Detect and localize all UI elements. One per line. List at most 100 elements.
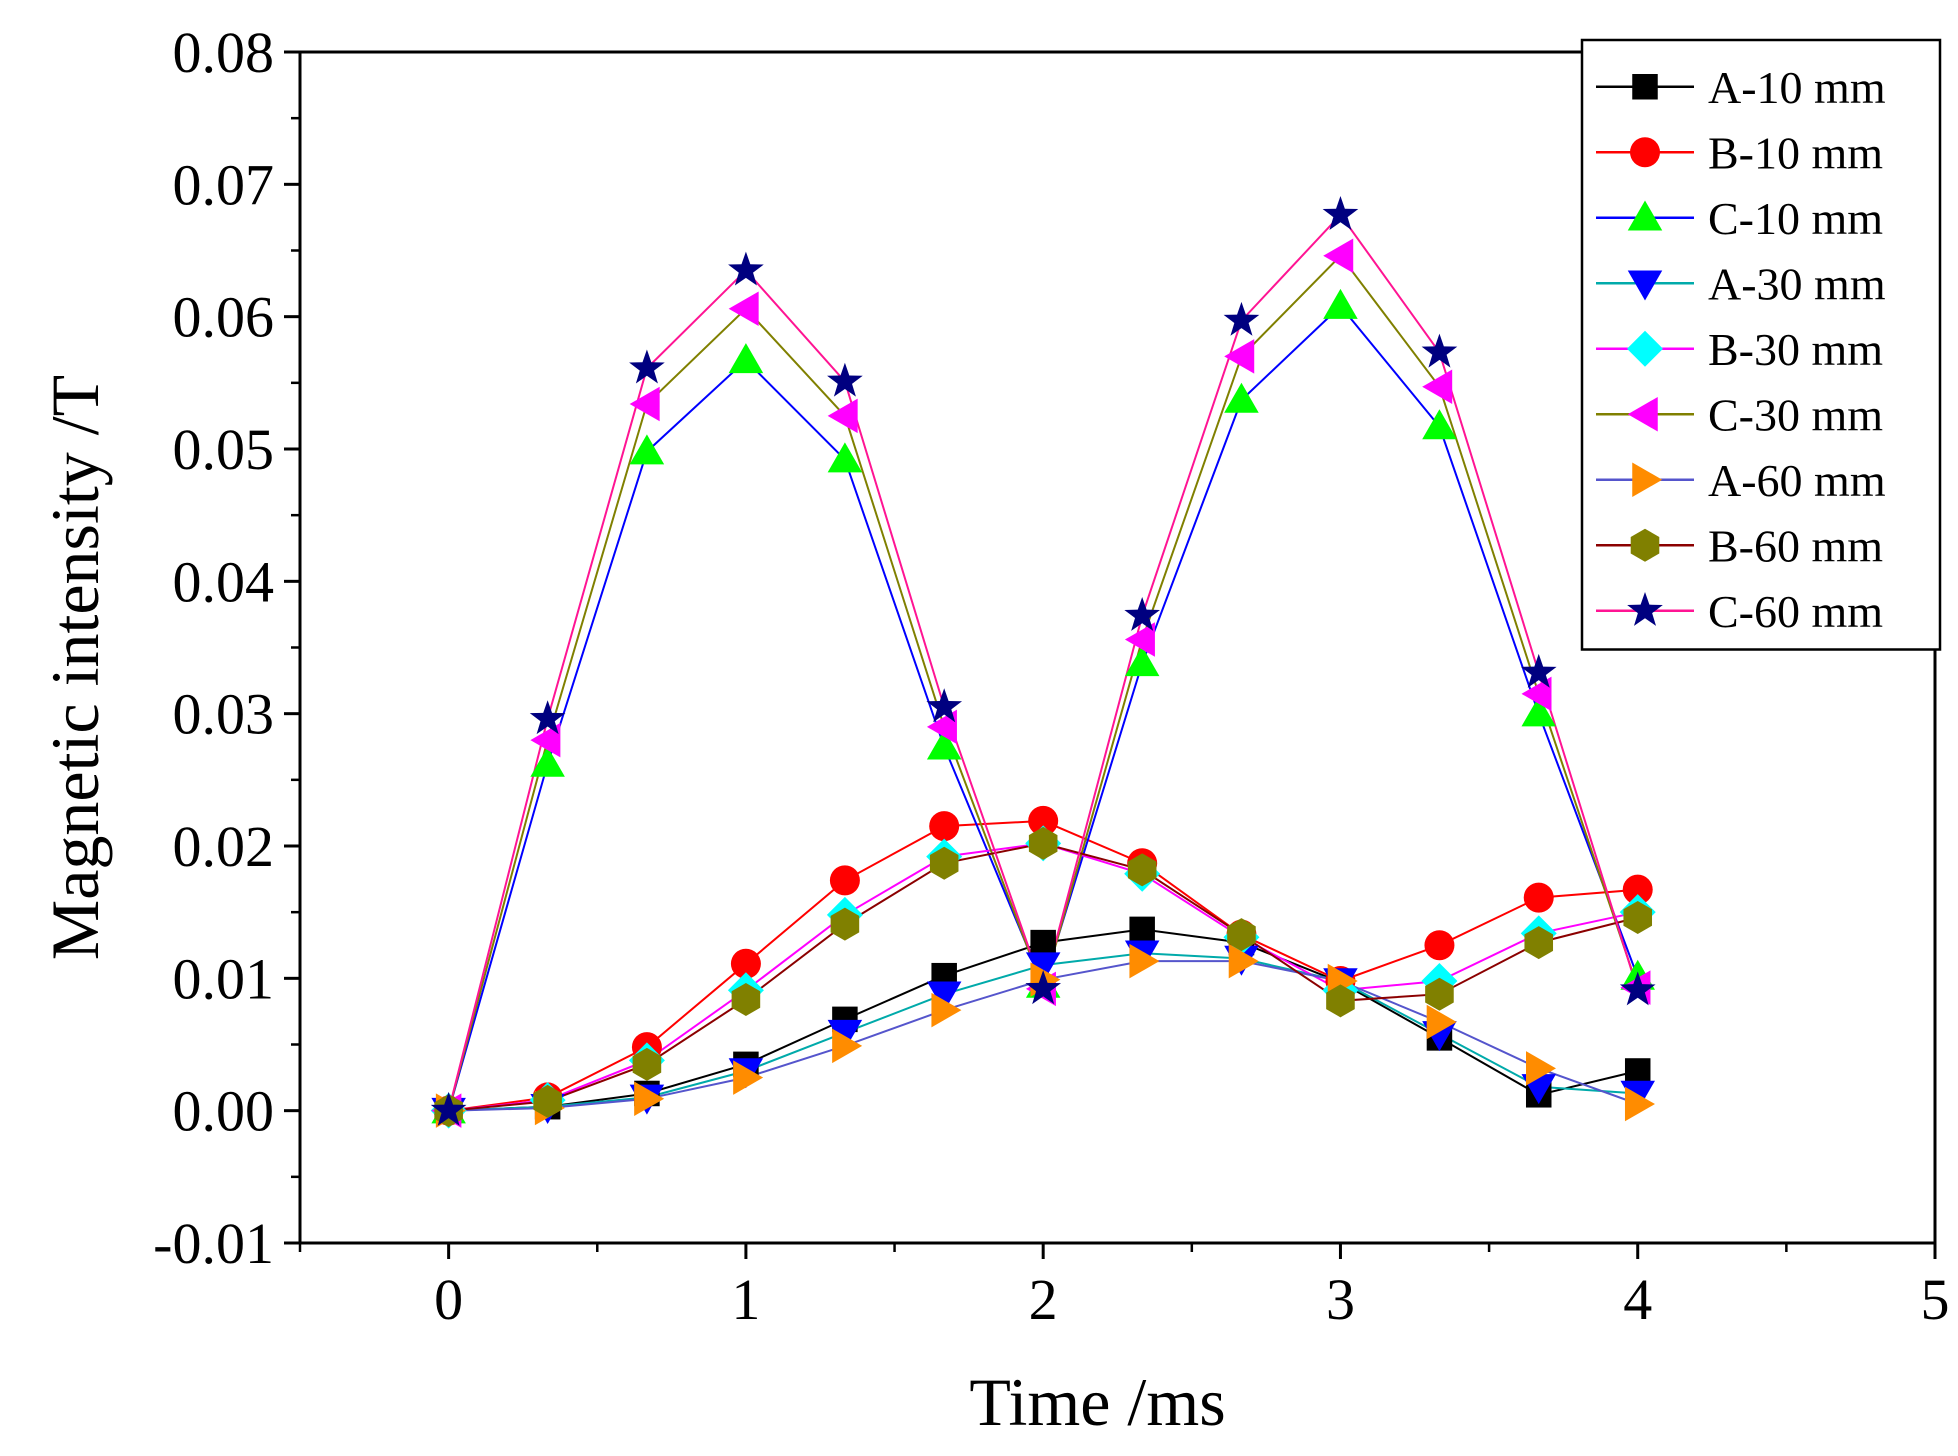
y-tick-label: 0.05	[173, 417, 275, 482]
legend-item: A-60 mm	[1596, 455, 1886, 506]
data-point	[632, 1047, 662, 1081]
legend-marker	[1630, 528, 1660, 562]
legend-item: A-30 mm	[1596, 258, 1886, 309]
data-point	[827, 442, 863, 473]
data-point	[926, 981, 962, 1012]
legend-item: C-60 mm	[1596, 586, 1883, 637]
data-point	[730, 948, 761, 979]
data-point	[1426, 1004, 1457, 1040]
y-tick-label: 0.02	[173, 814, 275, 879]
data-point	[1424, 930, 1455, 961]
data-point	[1129, 916, 1155, 943]
data-point	[1227, 918, 1256, 952]
data-point	[629, 434, 665, 465]
legend-item: B-10 mm	[1596, 127, 1883, 178]
legend-label: A-10 mm	[1708, 62, 1886, 113]
x-tick-label: 4	[1623, 1267, 1652, 1332]
data-point	[827, 362, 863, 397]
data-point	[929, 846, 959, 880]
data-point	[1030, 929, 1056, 956]
data-point	[827, 1019, 863, 1050]
data-point	[1624, 1086, 1655, 1122]
data-point	[1623, 900, 1653, 934]
data-point	[1323, 288, 1358, 319]
legend-marker	[1630, 137, 1660, 168]
legend-label: C-60 mm	[1708, 586, 1883, 637]
data-point	[1028, 805, 1059, 836]
x-tick-label: 5	[1921, 1267, 1950, 1332]
legend-marker	[1632, 462, 1663, 497]
data-point	[731, 983, 761, 1017]
x-tick-label: 2	[1029, 1267, 1058, 1332]
data-point	[629, 386, 660, 422]
y-tick-label: 0.04	[173, 549, 275, 614]
data-point	[1127, 853, 1157, 887]
data-point	[1422, 369, 1453, 405]
data-point	[1523, 882, 1554, 913]
x-axis-title: Time /ms	[969, 1364, 1225, 1440]
legend-item: C-10 mm	[1596, 193, 1883, 244]
legend-marker	[1627, 270, 1663, 301]
data-point	[1525, 1051, 1556, 1086]
data-point	[1124, 622, 1155, 657]
data-point	[1223, 301, 1260, 336]
data-point	[1025, 952, 1061, 983]
legend-label: B-30 mm	[1708, 324, 1883, 375]
x-tick-label: 3	[1326, 1267, 1355, 1332]
data-point	[832, 1028, 863, 1064]
legend-marker	[1627, 397, 1658, 432]
legend-item: B-30 mm	[1596, 324, 1883, 375]
data-point	[1520, 653, 1557, 688]
data-point	[530, 722, 561, 758]
data-point	[733, 1060, 764, 1095]
x-tick-label: 1	[731, 1267, 760, 1332]
data-point	[1322, 196, 1359, 230]
x-tick-label: 0	[434, 1267, 463, 1332]
data-point	[530, 746, 565, 777]
data-point	[1624, 1058, 1651, 1084]
data-point	[1124, 646, 1160, 677]
y-tick-label: 0.03	[173, 682, 275, 747]
data-point	[1326, 984, 1355, 1018]
data-point	[1619, 971, 1656, 1006]
data-point	[830, 907, 860, 941]
legend-marker	[1627, 200, 1663, 231]
legend-item: A-10 mm	[1596, 62, 1886, 113]
legend-label: A-30 mm	[1708, 258, 1886, 309]
legend: A-10 mm B-10 mm C-10 mm A-30 mm B-30 mm C-30 …	[1580, 38, 1942, 651]
data-point	[827, 398, 858, 434]
data-point	[1228, 943, 1259, 979]
data-point	[529, 700, 566, 735]
legend-item: B-60 mm	[1596, 520, 1883, 571]
data-point	[634, 1081, 665, 1117]
y-tick-label: 0.00	[173, 1079, 275, 1144]
legend-item: C-30 mm	[1596, 389, 1883, 440]
data-point	[1521, 676, 1552, 712]
data-point	[1124, 596, 1161, 631]
data-point	[1025, 970, 1062, 1005]
legend-label: B-10 mm	[1708, 127, 1883, 178]
data-point	[1422, 409, 1457, 440]
data-point	[1521, 696, 1556, 727]
data-point	[1421, 333, 1458, 368]
data-point	[1524, 926, 1554, 960]
data-point	[926, 729, 962, 760]
data-point	[1028, 826, 1058, 860]
legend-marker	[1627, 592, 1663, 626]
data-point	[1425, 977, 1454, 1011]
data-point	[929, 811, 960, 842]
data-point	[1224, 339, 1255, 374]
y-tick-label: -0.01	[153, 1211, 274, 1276]
data-point	[728, 251, 764, 286]
data-point	[926, 709, 957, 745]
legend-label: A-60 mm	[1708, 455, 1886, 506]
data-point	[533, 1084, 562, 1118]
legend-label: C-30 mm	[1708, 389, 1883, 440]
y-axis-title: Magnetic intensity /T	[37, 375, 113, 960]
data-point	[728, 291, 759, 326]
data-point	[1224, 382, 1259, 413]
legend-marker	[1632, 74, 1658, 100]
data-point	[931, 992, 962, 1028]
axis-layer: 0 1 2 3 4 5 -0.01 0.00 0.01 0.02 0.03 0.04 0.05 0.06 0…	[153, 20, 1949, 1332]
legend-label: C-10 mm	[1708, 193, 1883, 244]
